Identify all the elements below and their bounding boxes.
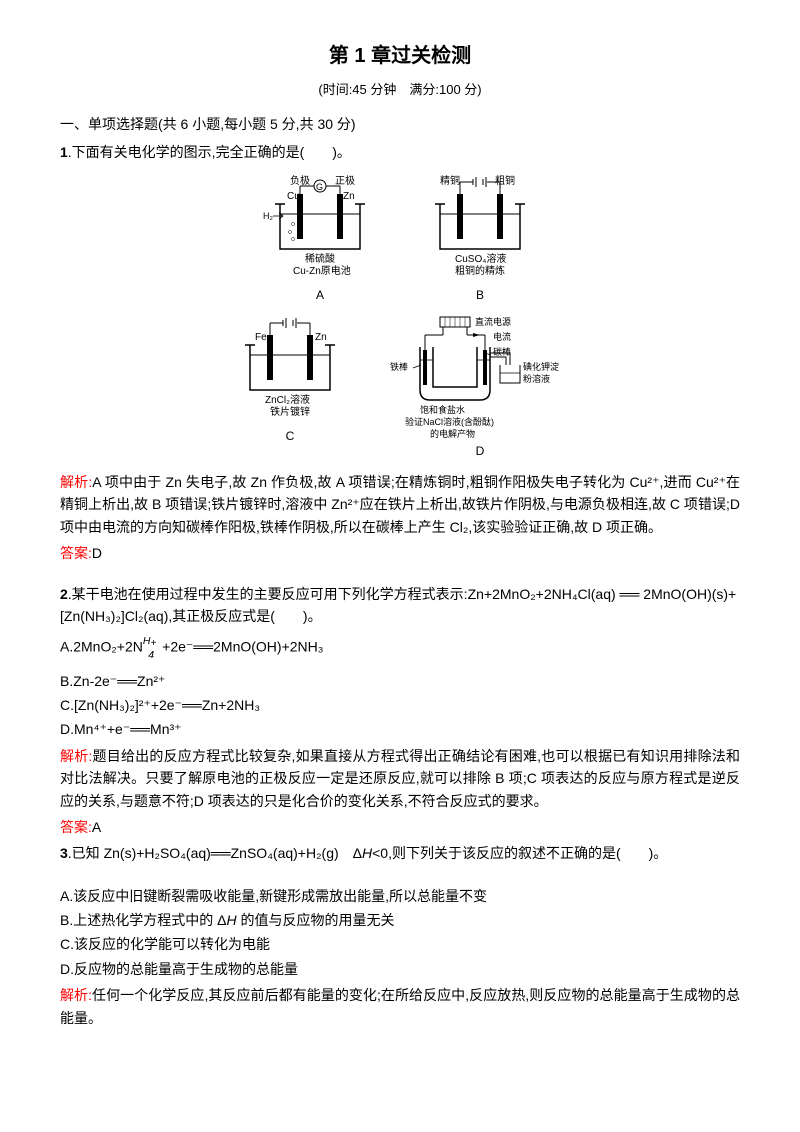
q2-option-c: C.[Zn(NH₃)₂]²⁺+2e⁻══Zn+2NH₃ [60, 694, 740, 716]
page-title: 第 1 章过关检测 [60, 40, 740, 72]
question-3: 3.已知 Zn(s)+H₂SO₄(aq)══ZnSO₄(aq)+H₂(g) ΔH… [60, 842, 740, 864]
svg-text:H₂: H₂ [263, 211, 273, 221]
svg-text:的电解产物: 的电解产物 [430, 428, 475, 439]
svg-text:碳棒: 碳棒 [493, 346, 511, 357]
svg-text:Zn: Zn [343, 191, 355, 202]
q3-options: A.该反应中旧键断裂需吸收能量,新键形成需放出能量,所以总能量不变 B.上述热化… [60, 885, 740, 981]
answer-text: A [92, 819, 101, 835]
q2-option-a: A.2MnO₂+2NH+4+2e⁻══2MnO(OH)+2NH₃ [60, 635, 740, 661]
question-text: .已知 Zn(s)+H₂SO₄(aq)══ZnSO₄(aq)+H₂(g) Δ [68, 845, 362, 861]
question-1: 1.下面有关电化学的图示,完全正确的是( )。 [60, 141, 740, 163]
question-text: .下面有关电化学的图示,完全正确的是( )。 [68, 144, 351, 160]
answer-label: 答案: [60, 819, 92, 835]
figure-d: 直流电源 电流 碳棒 铁棒 [385, 315, 575, 461]
q3-option-a: A.该反应中旧键断裂需吸收能量,新键形成需放出能量,所以总能量不变 [60, 885, 740, 907]
question-2: 2.某干电池在使用过程中发生的主要反应可用下列化学方程式表示:Zn+2MnO₂+… [60, 583, 740, 628]
svg-text:验证NaCl溶液(含酚酞): 验证NaCl溶液(含酚酞) [405, 416, 494, 427]
svg-text:粗铜: 粗铜 [495, 175, 515, 187]
svg-text:Fe: Fe [255, 332, 267, 343]
svg-text:负极: 负极 [290, 174, 310, 187]
q2-option-d: D.Mn⁴⁺+e⁻══Mn³⁺ [60, 718, 740, 740]
question-number: 1 [60, 144, 68, 160]
svg-text:粉溶液: 粉溶液 [523, 373, 550, 384]
page-subtitle: (时间:45 分钟 满分:100 分) [60, 80, 740, 101]
svg-text:稀硫酸: 稀硫酸 [305, 252, 335, 265]
q2-analysis: 解析:题目给出的反应方程式比较复杂,如果直接从方程式得出正确结论有困难,也可以根… [60, 745, 740, 812]
question-text: .某干电池在使用过程中发生的主要反应可用下列化学方程式表示:Zn+2MnO₂+2… [60, 586, 736, 624]
figure-a-label: A [255, 286, 385, 305]
beaker-c-svg: Fe Zn ZnCl₂溶液 铁片镀锌 [225, 315, 355, 425]
figure-b-label: B [415, 286, 545, 305]
question-number: 2 [60, 586, 68, 602]
analysis-text: A 项中由于 Zn 失电子,故 Zn 作负极,故 A 项错误;在精炼铜时,粗铜作… [60, 474, 740, 535]
svg-text:精铜: 精铜 [440, 174, 460, 187]
beaker-d-svg: 直流电源 电流 碳棒 铁棒 [385, 315, 575, 440]
option-a-text: A.2MnO₂+2N [60, 639, 143, 655]
analysis-label: 解析: [60, 748, 92, 764]
figure-c-label: C [225, 427, 355, 446]
analysis-text: 任何一个化学反应,其反应前后都有能量的变化;在所给反应中,反应放热,则反应物的总… [60, 987, 740, 1025]
section-header: 一、单项选择题(共 6 小题,每小题 5 分,共 30 分) [60, 113, 740, 135]
figure-d-label: D [385, 442, 575, 461]
svg-text:电流: 电流 [493, 331, 511, 342]
q2-options: B.Zn-2e⁻══Zn²⁺ C.[Zn(NH₃)₂]²⁺+2e⁻══Zn+2N… [60, 670, 740, 741]
q2-answer: 答案:A [60, 816, 740, 838]
question-text-rest: <0,则下列关于该反应的叙述不正确的是( )。 [372, 845, 667, 861]
analysis-label: 解析: [60, 987, 92, 1003]
svg-text:ZnCl₂溶液: ZnCl₂溶液 [265, 393, 310, 406]
svg-text:CuSO₄溶液: CuSO₄溶液 [455, 252, 506, 265]
beaker-b-svg: 精铜 粗铜 CuSO₄溶液 粗铜的精炼 [415, 174, 545, 284]
svg-text:饱和食盐水: 饱和食盐水 [420, 404, 465, 415]
q1-analysis: 解析:A 项中由于 Zn 失电子,故 Zn 作负极,故 A 项错误;在精炼铜时,… [60, 471, 740, 538]
beaker-a-svg: 负极 正极 G Cu Zn H₂ [255, 174, 385, 284]
figure-b: 精铜 粗铜 CuSO₄溶液 粗铜的精炼 B [415, 174, 545, 305]
q3-option-d: D.反应物的总能量高于生成物的总能量 [60, 958, 740, 980]
q2-option-b: B.Zn-2e⁻══Zn²⁺ [60, 670, 740, 692]
analysis-text: 题目给出的反应方程式比较复杂,如果直接从方程式得出正确结论有困难,也可以根据已有… [60, 748, 740, 809]
figure-row-2: Fe Zn ZnCl₂溶液 铁片镀锌 C 直流电源 [60, 315, 740, 461]
svg-text:Zn: Zn [315, 332, 327, 343]
answer-label: 答案: [60, 545, 92, 561]
q3-option-b: B.上述热化学方程式中的 ΔH 的值与反应物的用量无关 [60, 909, 740, 931]
figure-row-1: 负极 正极 G Cu Zn H₂ [60, 174, 740, 305]
svg-text:铁棒: 铁棒 [390, 361, 408, 372]
analysis-label: 解析: [60, 474, 92, 490]
figure-a: 负极 正极 G Cu Zn H₂ [255, 174, 385, 305]
figure-c: Fe Zn ZnCl₂溶液 铁片镀锌 C [225, 315, 355, 461]
svg-text:G: G [316, 182, 323, 192]
option-a-rest: +2e⁻══2MnO(OH)+2NH₃ [162, 639, 323, 655]
answer-text: D [92, 545, 102, 561]
figures-container: 负极 正极 G Cu Zn H₂ [60, 174, 740, 461]
svg-text:Cu-Zn原电池: Cu-Zn原电池 [293, 264, 351, 277]
svg-text:碘化钾淀: 碘化钾淀 [523, 361, 559, 372]
svg-text:正极: 正极 [335, 174, 355, 187]
svg-text:铁片镀锌: 铁片镀锌 [270, 405, 310, 418]
svg-text:直流电源: 直流电源 [475, 316, 511, 327]
q3-option-c: C.该反应的化学能可以转化为电能 [60, 933, 740, 955]
svg-text:粗铜的精炼: 粗铜的精炼 [455, 264, 505, 277]
q1-answer: 答案:D [60, 542, 740, 564]
q3-analysis: 解析:任何一个化学反应,其反应前后都有能量的变化;在所给反应中,反应放热,则反应… [60, 984, 740, 1029]
question-number: 3 [60, 845, 68, 861]
delta-h: H [362, 845, 372, 861]
